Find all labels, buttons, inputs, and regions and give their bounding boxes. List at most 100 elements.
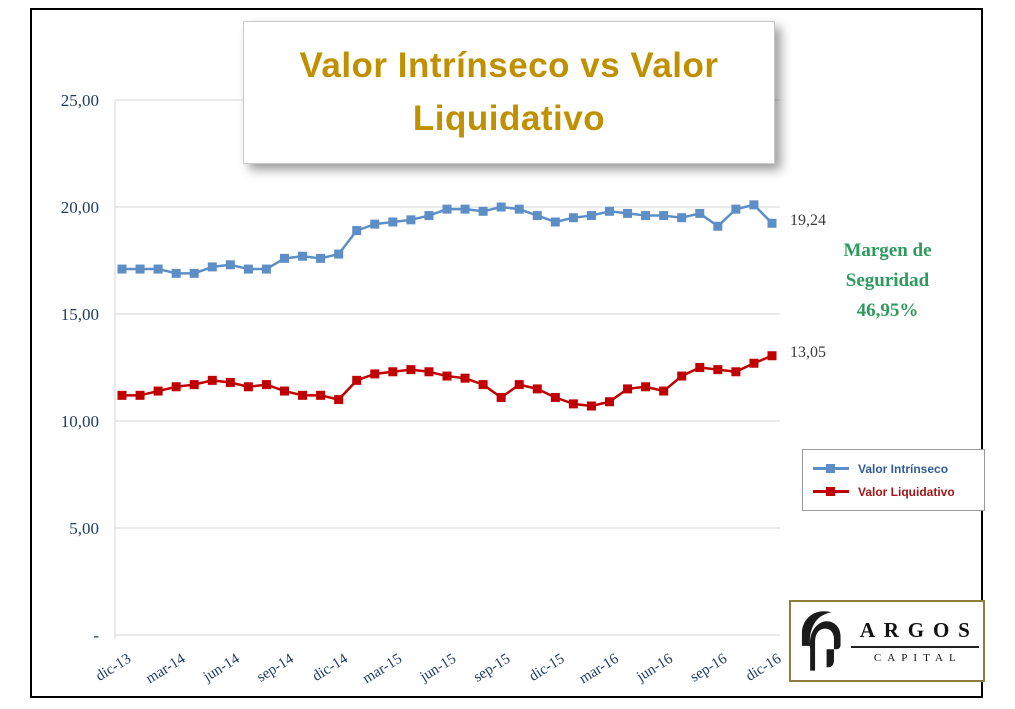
y-axis-tick-label: 10,00 (61, 412, 99, 431)
series-line-valor-liquidativo (122, 354, 773, 408)
series-marker (605, 206, 614, 216)
series-marker (568, 399, 578, 409)
series-marker (586, 211, 596, 221)
y-axis-tick-label: 5,00 (69, 519, 99, 538)
series-marker (189, 268, 199, 278)
data-label-liquidativo: 13,05 (790, 344, 826, 361)
y-axis-tick-label: - (93, 626, 99, 645)
series-marker (352, 375, 362, 385)
series-marker (550, 392, 560, 402)
spartan-helmet-icon (801, 611, 841, 671)
series-marker (261, 380, 271, 390)
logo-text: ARGOS CAPITAL (851, 618, 979, 664)
legend-square-sample (826, 487, 835, 496)
series-marker (749, 358, 759, 368)
x-axis-tick-label: sep-16 (688, 651, 731, 686)
series-marker (641, 382, 651, 392)
series-marker (767, 351, 777, 361)
series-marker (280, 386, 289, 396)
series-marker (298, 390, 308, 400)
series-marker (316, 253, 326, 263)
series-marker (171, 268, 181, 278)
series-marker (117, 264, 127, 274)
series-marker (370, 369, 380, 379)
series-marker (749, 200, 759, 210)
legend-item-valor-intrinseco: Valor Intrínseco (813, 462, 974, 476)
series-marker (424, 367, 434, 377)
legend-square-sample (826, 464, 835, 473)
series-marker (731, 204, 741, 214)
margin-annotation: Margen de Seguridad 46,95% (795, 236, 980, 326)
series-marker (677, 213, 687, 223)
margin-annotation-value: 46,95% (856, 300, 919, 321)
series-marker (442, 371, 452, 381)
series-marker (767, 218, 777, 228)
series-marker (334, 395, 344, 405)
x-axis-tick-label: jun-15 (417, 651, 460, 686)
series-marker (641, 211, 651, 221)
series-marker (316, 390, 326, 400)
series-marker (568, 213, 578, 223)
x-axis-tick-label: dic-16 (743, 651, 784, 685)
logo-name: ARGOS (859, 618, 979, 642)
series-marker (460, 373, 470, 383)
series-marker (334, 249, 344, 259)
argos-capital-logo: ARGOS CAPITAL (789, 600, 985, 682)
legend-item-valor-liquidativo: Valor Liquidativo (813, 485, 974, 499)
logo-subtitle: CAPITAL (873, 652, 962, 664)
series-line-valor-intrínseco (122, 203, 773, 275)
series-marker (225, 260, 235, 270)
series-marker (659, 211, 669, 221)
series-marker (695, 363, 705, 372)
series-marker (280, 253, 289, 263)
series-marker (135, 264, 145, 274)
series-marker (623, 208, 633, 218)
series-marker (243, 382, 253, 392)
x-axis-tick-label: sep-14 (254, 651, 297, 686)
series-marker (243, 264, 253, 274)
legend-marker-liquidativo-icon (813, 487, 849, 496)
chart-legend: Valor Intrínseco Valor Liquidativo (802, 449, 985, 511)
series-marker (388, 367, 398, 377)
series-marker (496, 392, 506, 402)
series-marker (225, 377, 235, 387)
chart-title-line-2: Liquidativo (412, 98, 606, 138)
series-marker (189, 380, 199, 390)
series-marker (442, 204, 452, 214)
margin-annotation-line-2: Seguridad (845, 270, 930, 291)
series-marker (406, 215, 416, 225)
x-axis-tick-label: dic-14 (310, 651, 351, 685)
series-marker (605, 397, 614, 407)
x-axis-tick-label: jun-14 (200, 651, 243, 686)
series-marker (532, 211, 542, 221)
series-marker (659, 386, 669, 396)
x-axis-tick-label: mar-16 (577, 651, 622, 688)
series-marker (171, 382, 181, 392)
series-marker (478, 206, 488, 216)
series-marker (207, 375, 217, 385)
legend-label-intrinseco: Valor Intrínseco (858, 461, 949, 476)
series-marker (532, 384, 542, 394)
y-axis-tick-label: 20,00 (61, 198, 99, 217)
series-marker (731, 367, 741, 377)
margin-annotation-line-1: Margen de (843, 240, 932, 261)
series-marker (370, 219, 380, 229)
x-axis-tick-label: sep-15 (471, 651, 513, 686)
series-marker (153, 264, 163, 274)
series-marker (388, 217, 398, 227)
series-marker (586, 401, 596, 411)
data-label-intrinseco: 19,24 (790, 212, 826, 229)
y-axis-tick-label: 15,00 (61, 305, 99, 324)
series-marker (713, 365, 723, 375)
series-marker (424, 211, 434, 221)
series-marker (261, 264, 271, 274)
series-marker (514, 204, 524, 214)
series-marker (406, 365, 416, 375)
series-marker (117, 390, 127, 400)
series-marker (207, 262, 217, 272)
series-marker (352, 226, 362, 236)
logo-divider (851, 646, 979, 648)
x-axis-tick-label: mar-15 (360, 651, 405, 687)
series-marker (496, 202, 506, 212)
x-axis-tick-label: jun-16 (633, 651, 676, 686)
